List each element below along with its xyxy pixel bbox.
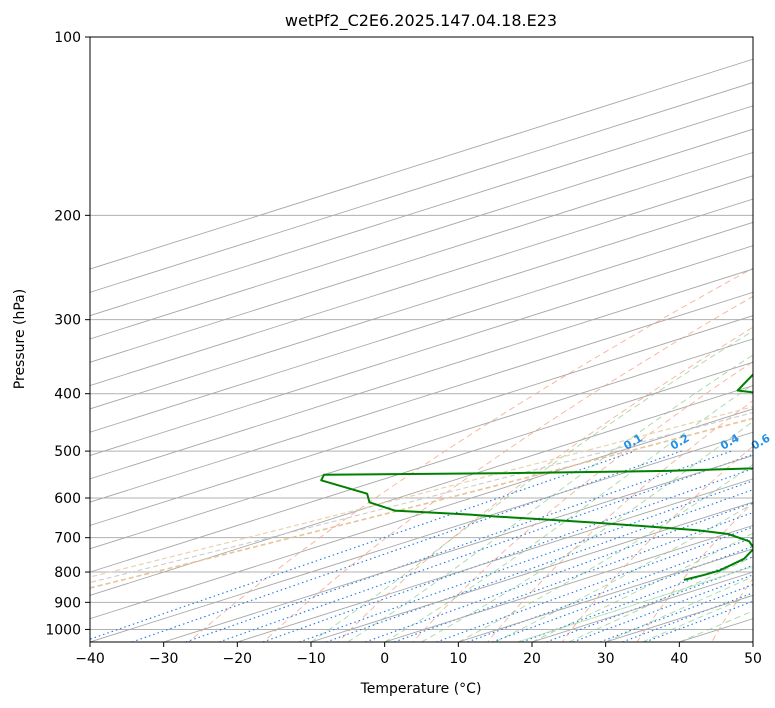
moist-adiabat	[421, 420, 753, 642]
isotherm-line	[90, 291, 753, 503]
y-tick-label: 400	[54, 387, 81, 403]
dry-adiabat	[263, 295, 753, 642]
mixing-ratio-line	[394, 511, 753, 642]
isotherm-line	[163, 455, 753, 642]
x-tick-label: −40	[75, 651, 105, 667]
moist-adiabat	[642, 593, 753, 642]
y-tick-label: 700	[54, 531, 81, 547]
y-axis-label: Pressure (hPa)	[12, 289, 28, 389]
plot-frame	[89, 36, 754, 643]
mixing-ratio-line	[365, 502, 753, 642]
isotherm-line	[90, 385, 753, 596]
isotherm-line	[90, 268, 753, 480]
isotherm-line	[90, 82, 753, 293]
isotherm-line	[90, 105, 753, 317]
dry-adiabat	[636, 501, 753, 642]
isotherm-line	[90, 338, 753, 550]
dry-adiabat	[188, 267, 753, 642]
isotherm-line	[90, 128, 753, 340]
isotherm-line	[90, 315, 753, 526]
x-tick-label: 0	[380, 651, 389, 667]
x-tick-label: −20	[223, 651, 253, 667]
isotherm-line	[90, 245, 753, 456]
isotherm-line	[458, 548, 753, 642]
y-tick-label: 100	[54, 30, 81, 46]
isotherm-line	[90, 151, 753, 363]
mixing-ratio-line	[90, 450, 635, 640]
isotherm-line	[90, 408, 753, 620]
moist-adiabat	[531, 532, 753, 642]
mixing-ratio-line	[218, 453, 753, 642]
dry-adiabat	[711, 577, 753, 642]
dry-adiabat	[487, 400, 753, 642]
x-tick-label: 30	[597, 651, 615, 667]
reference-curve	[517, 566, 753, 642]
y-tick-label: 200	[54, 208, 81, 224]
chart-title: wetPf2_C2E6.2025.147.04.18.E23	[285, 11, 557, 31]
dry-adiabat	[412, 361, 753, 642]
reference-curve	[90, 412, 753, 584]
isotherm-line	[90, 431, 753, 642]
isotherm-line	[90, 58, 753, 270]
reference-curve	[90, 406, 753, 578]
moist-adiabat	[605, 576, 753, 642]
isotherm-line	[90, 175, 753, 387]
isotherm-line	[384, 524, 753, 642]
isotherm-line	[752, 641, 753, 642]
mixing-ratio-line	[572, 574, 753, 642]
mixing-ratio-line	[262, 468, 753, 642]
y-tick-label: 1000	[45, 622, 81, 638]
isotherm-line	[90, 361, 753, 573]
moist-adiabat	[384, 383, 753, 642]
x-tick-label: 10	[449, 651, 467, 667]
reference-curve	[90, 417, 753, 589]
mixing-ratio-line	[436, 526, 753, 642]
mixing-ratio-label: 0.4	[718, 431, 742, 452]
y-tick-label: 900	[54, 595, 81, 611]
x-tick-label: −10	[296, 651, 326, 667]
mixing-ratio-line	[185, 450, 732, 642]
isotherm-line	[90, 221, 753, 433]
x-axis-label: Temperature (°C)	[360, 681, 482, 697]
mixing-ratio-line	[521, 556, 753, 642]
profile-line	[766, 37, 775, 580]
x-tick-label: −30	[149, 651, 179, 667]
isotherm-line	[90, 198, 753, 410]
mixing-ratio-line	[492, 545, 753, 642]
dry-adiabat	[561, 445, 753, 642]
mixing-ratio-line	[299, 480, 753, 642]
isotherm-line	[605, 594, 753, 642]
y-tick-label: 600	[54, 491, 81, 507]
dry-adiabat	[337, 326, 753, 642]
y-tick-label: 500	[54, 444, 81, 460]
y-tick-label: 800	[54, 565, 81, 581]
reference-curve	[517, 565, 753, 642]
moist-adiabat	[679, 610, 753, 642]
isotherm-line	[679, 618, 753, 642]
moist-adiabat	[458, 464, 753, 642]
x-tick-label: 50	[744, 651, 762, 667]
y-tick-label: 300	[54, 313, 81, 329]
mixing-ratio-line	[546, 564, 753, 642]
x-tick-label: 20	[523, 651, 541, 667]
isotherm-line	[237, 478, 753, 642]
x-tick-label: 40	[670, 651, 688, 667]
profile-line	[320, 373, 753, 581]
isotherm-line	[310, 501, 753, 642]
